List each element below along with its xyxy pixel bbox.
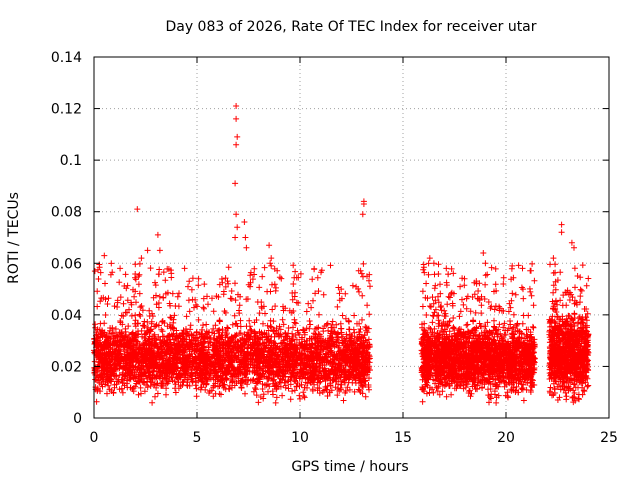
y-tick-label: 0.04 bbox=[51, 308, 82, 324]
chart-title: Day 083 of 2026, Rate Of TEC Index for r… bbox=[165, 19, 536, 35]
axis-ticks: 0 5 10 15 20 25 0 0.02 0.04 0.06 0.08 0.1 0.12 0.14 bbox=[51, 50, 618, 446]
plot-frame bbox=[93, 56, 610, 419]
data-points bbox=[91, 103, 592, 406]
y-tick-label: 0.1 bbox=[60, 153, 82, 169]
y-tick-label: 0.12 bbox=[51, 102, 82, 118]
x-axis-label: GPS time / hours bbox=[291, 459, 408, 475]
y-tick-label: 0.02 bbox=[51, 359, 82, 375]
y-axis-label: ROTI / TECUs bbox=[6, 192, 22, 284]
y-tick-label: 0.08 bbox=[51, 205, 82, 221]
x-tick-label: 0 bbox=[90, 430, 99, 446]
y-tick-label: 0 bbox=[73, 411, 82, 427]
x-tick-label: 15 bbox=[394, 430, 412, 446]
x-tick-label: 5 bbox=[193, 430, 202, 446]
y-tick-label: 0.14 bbox=[51, 50, 82, 66]
x-tick-label: 20 bbox=[497, 430, 515, 446]
x-tick-label: 25 bbox=[600, 430, 618, 446]
x-tick-label: 10 bbox=[291, 430, 309, 446]
y-tick-label: 0.06 bbox=[51, 256, 82, 272]
roti-markers bbox=[91, 103, 592, 406]
